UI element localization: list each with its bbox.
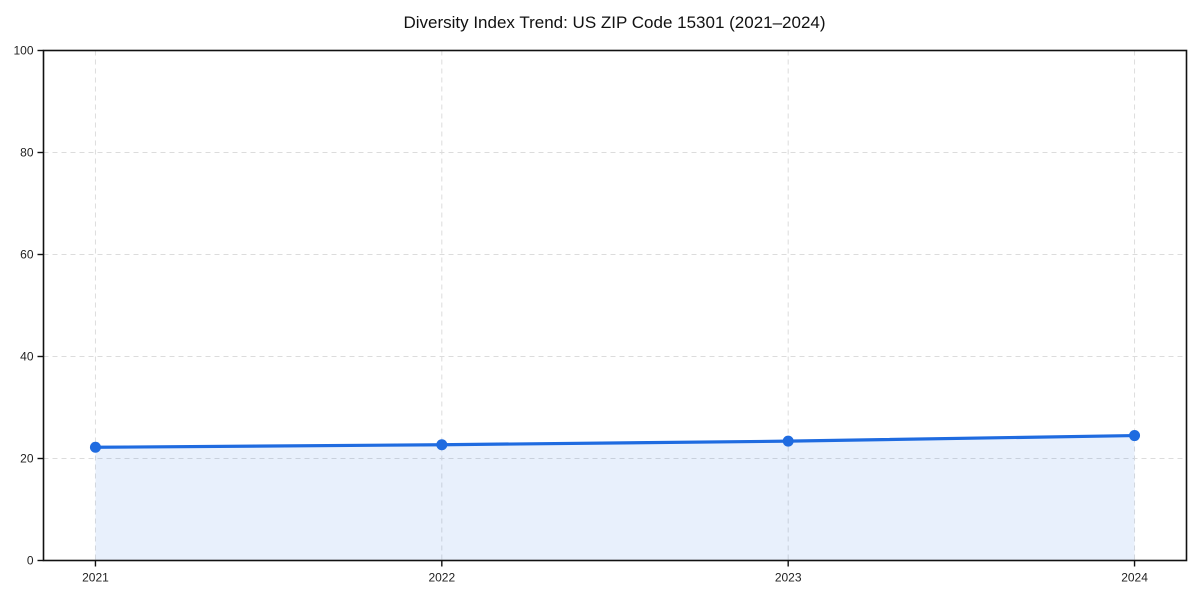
x-axis-tick-label: 2024 [1121, 571, 1148, 585]
chart-title: Diversity Index Trend: US ZIP Code 15301… [403, 13, 826, 32]
y-axis-tick-label: 20 [20, 452, 34, 466]
data-point-marker [1129, 430, 1141, 442]
y-axis-tick-label: 0 [27, 554, 34, 568]
area-fill [95, 435, 1135, 561]
y-axis-tick-label: 100 [13, 44, 33, 58]
y-axis-tick-label: 40 [20, 350, 34, 364]
plot-border [42, 49, 1188, 562]
trend-line [93, 433, 1137, 449]
x-axis-tick-label: 2023 [775, 571, 802, 585]
y-axis-tick-label: 80 [20, 146, 34, 160]
data-point-marker [436, 439, 448, 451]
data-point-marker [782, 435, 794, 447]
x-axis-tick-label: 2021 [82, 571, 109, 585]
data-point-marker [89, 441, 101, 453]
y-axis-tick-label: 60 [20, 248, 34, 262]
x-axis-tick-label: 2022 [428, 571, 455, 585]
